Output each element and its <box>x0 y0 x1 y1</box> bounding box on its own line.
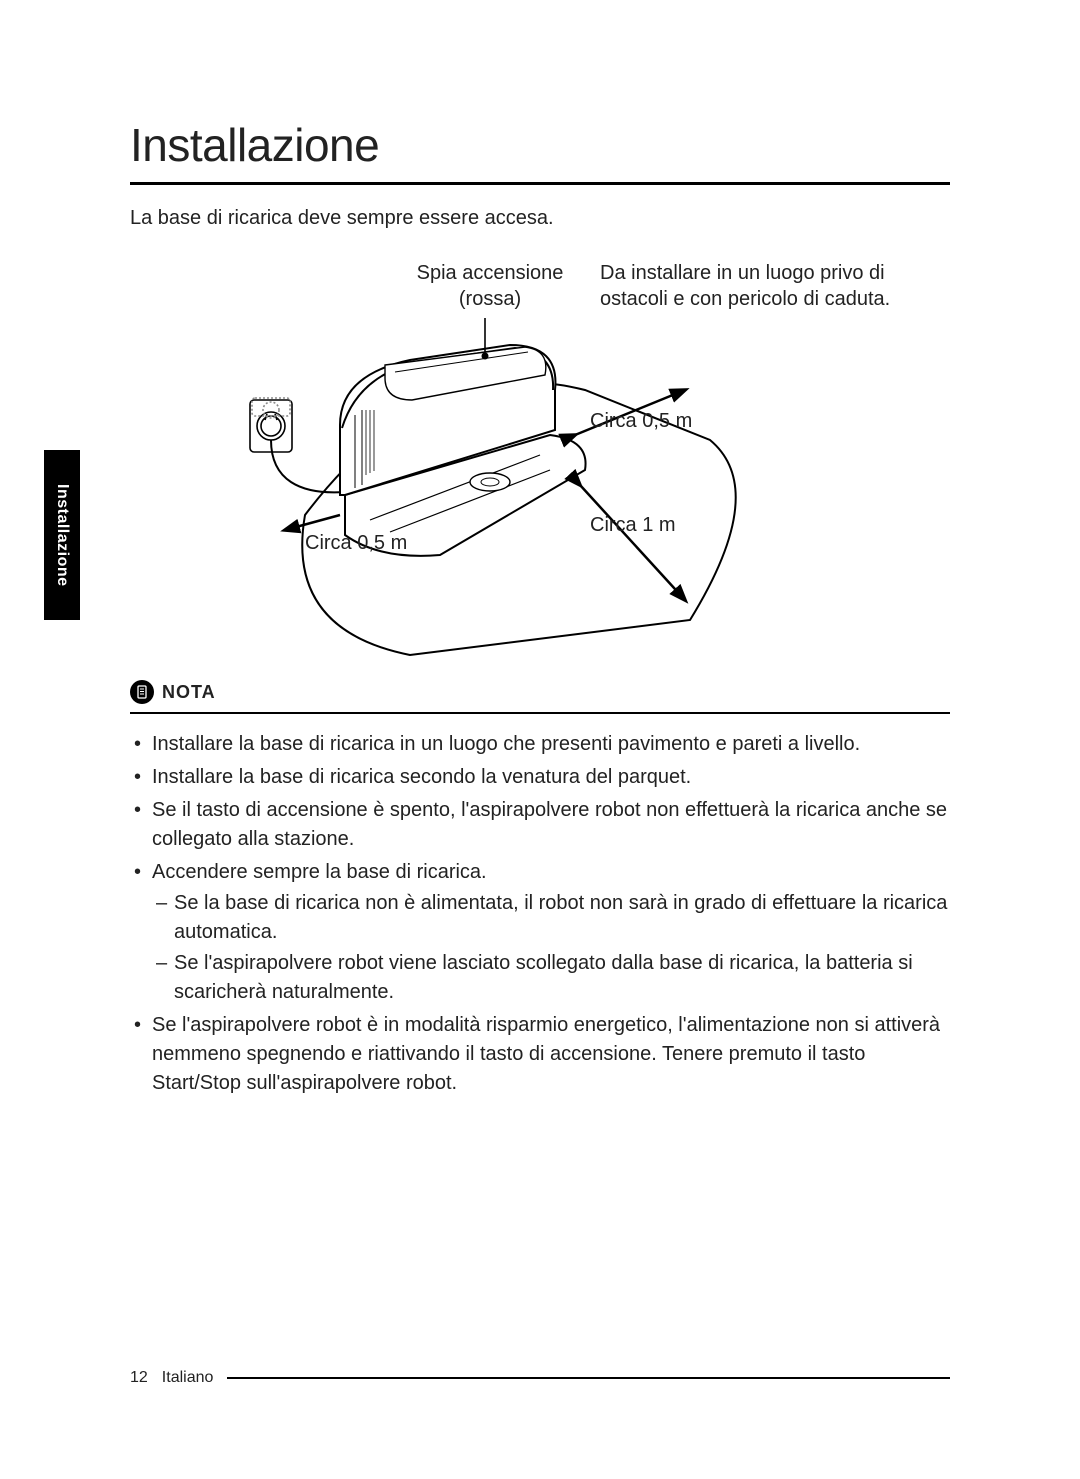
intro-text: La base di ricarica deve sempre essere a… <box>130 207 950 230</box>
diagram-svg <box>130 260 950 660</box>
note-icon <box>130 680 154 704</box>
power-led-label: Spia accensione (rossa) <box>390 260 590 312</box>
note-sublist: Se la base di ricarica non è alimentata,… <box>152 889 950 1007</box>
side-tab: Installazione <box>44 450 80 620</box>
note-title: NOTA <box>162 682 216 703</box>
dist-right-label: Circa 0,5 m <box>590 408 692 434</box>
footer-language: Italiano <box>162 1369 214 1387</box>
page-footer: 12 Italiano <box>130 1369 950 1387</box>
power-led-label-2: (rossa) <box>459 288 521 310</box>
placement-label: Da installare in un luogo privo di ostac… <box>600 260 950 312</box>
page-title: Installazione <box>130 118 950 185</box>
note-item: Se l'aspirapolvere robot è in modalità r… <box>130 1011 950 1098</box>
dist-front-label: Circa 1 m <box>590 512 676 538</box>
installation-diagram: Spia accensione (rossa) Da installare in… <box>130 260 950 660</box>
note-subitem: Se la base di ricarica non è alimentata,… <box>152 889 950 947</box>
note-item: Se il tasto di accensione è spento, l'as… <box>130 796 950 854</box>
note-item: Accendere sempre la base di ricarica.Se … <box>130 858 950 1007</box>
placement-label-1: Da installare in un luogo privo di <box>600 262 885 284</box>
page-number: 12 <box>130 1369 148 1387</box>
dist-left-label: Circa 0,5 m <box>305 530 407 556</box>
note-subitem: Se l'aspirapolvere robot viene lasciato … <box>152 949 950 1007</box>
page-content: Installazione La base di ricarica deve s… <box>130 118 950 1102</box>
side-tab-label: Installazione <box>53 484 71 587</box>
note-section: NOTA Installare la base di ricarica in u… <box>130 680 950 1098</box>
footer-rule <box>227 1377 950 1379</box>
placement-label-2: ostacoli e con pericolo di caduta. <box>600 288 890 310</box>
note-header: NOTA <box>130 680 950 714</box>
note-list: Installare la base di ricarica in un luo… <box>130 730 950 1098</box>
note-item: Installare la base di ricarica secondo l… <box>130 763 950 792</box>
power-led-label-1: Spia accensione <box>417 262 564 284</box>
note-item: Installare la base di ricarica in un luo… <box>130 730 950 759</box>
